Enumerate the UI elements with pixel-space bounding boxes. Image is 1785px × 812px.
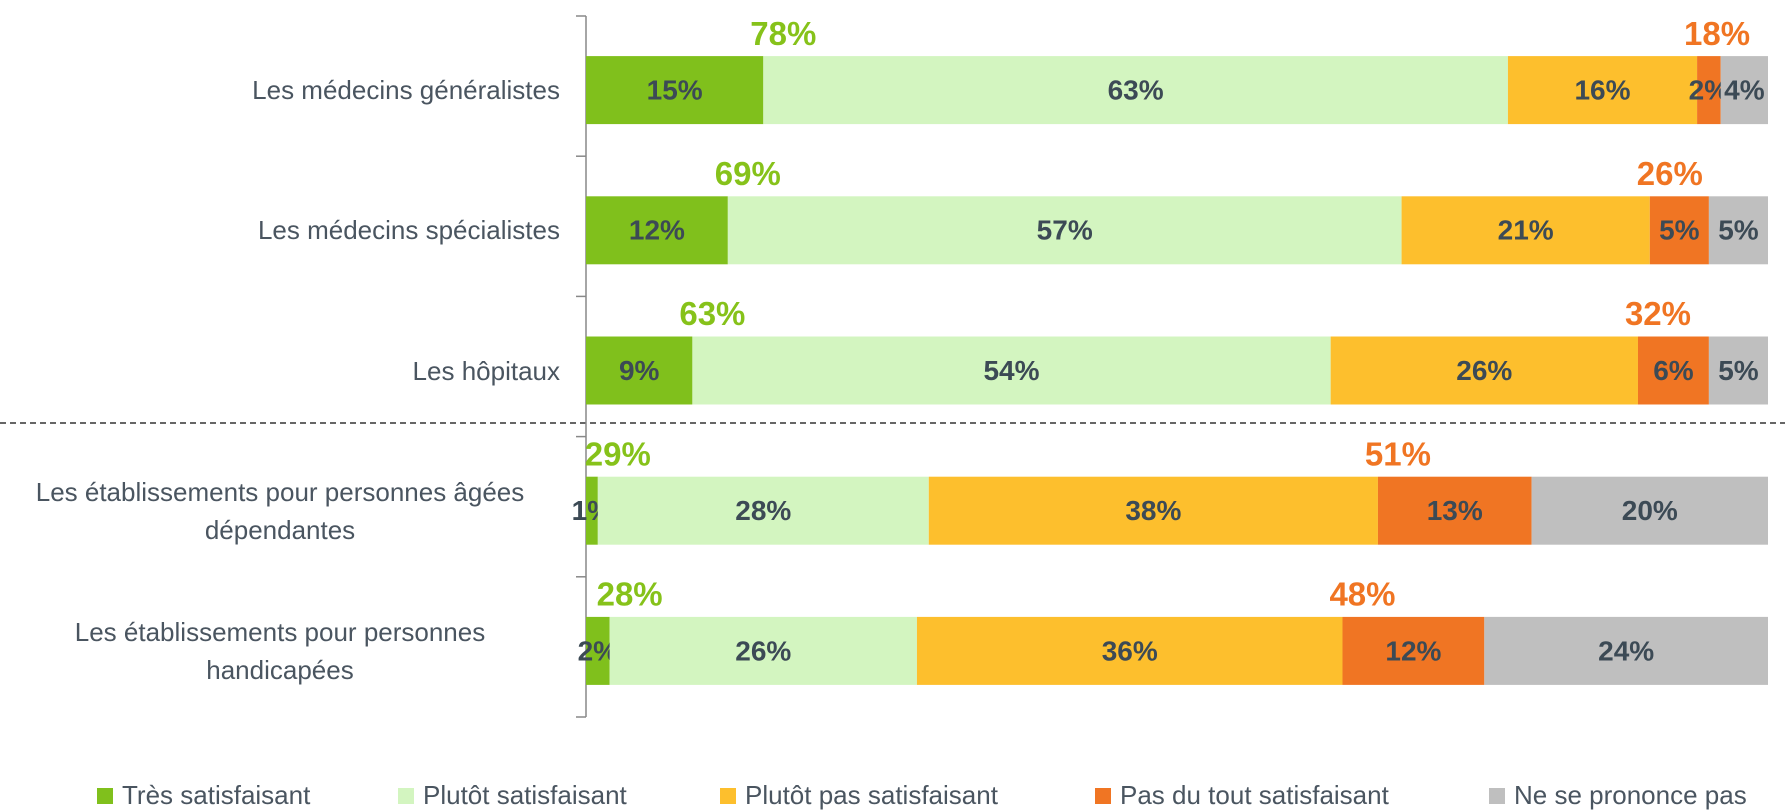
bar-label: 57% [1037,215,1093,246]
bar-segment [1708,196,1768,265]
category-label: Les hôpitaux [412,355,560,386]
bar-segment [928,476,1378,545]
legend-swatch [398,788,414,804]
bar-segment [1697,56,1721,125]
bar-label: 26% [1456,355,1512,386]
bar-label: 5% [1718,215,1759,246]
unsatisfied-total: 32% [1625,295,1691,332]
bar-label: 16% [1574,74,1630,105]
bar-label: 21% [1498,215,1554,246]
legend-swatch [720,788,736,804]
bar-label: 12% [1385,635,1441,666]
bar-label: 28% [735,495,791,526]
bar-segment [609,616,917,685]
bar-label: 5% [1659,215,1700,246]
legend-swatch [97,788,113,804]
unsatisfied-total: 48% [1329,576,1395,613]
bar-label: 12% [629,215,685,246]
legend-label: Plutôt pas satisfaisant [745,780,999,810]
category-label-box: Les hôpitaux [0,352,560,390]
legend-label: Plutôt satisfaisant [423,780,628,810]
satisfied-total: 78% [750,15,816,52]
category-label-box: Les établissements pour personnes âgées … [0,473,560,549]
bar-segment [1708,336,1768,405]
bar-label: 4% [1724,74,1765,105]
category-label-box: Les médecins généralistes [0,71,560,109]
bar-segment [763,56,1508,125]
bar-segment [586,476,598,545]
bar-label: 54% [983,355,1039,386]
bar-label: 36% [1102,635,1158,666]
bar-label: 24% [1598,635,1654,666]
unsatisfied-total: 26% [1637,155,1703,192]
category-label: Les médecins généralistes [252,75,560,106]
bar-segment [586,196,728,265]
bar-segment [1484,616,1768,685]
bar-label: 6% [1653,355,1694,386]
bar-segment [586,56,764,125]
legend-label: Très satisfaisant [122,780,311,810]
bar-segment [1531,476,1768,545]
bar-segment [916,616,1343,685]
bar-segment [692,336,1331,405]
bar-segment [1720,56,1768,125]
satisfied-total: 29% [585,435,651,472]
bar-label: 13% [1427,495,1483,526]
satisfied-total: 69% [715,155,781,192]
bar-label: 15% [647,74,703,105]
unsatisfied-total: 51% [1365,435,1431,472]
bar-segment [727,196,1402,265]
legend-swatch [1095,788,1111,804]
bar-segment [1649,196,1709,265]
category-label-box: Les établissements pour personnes handic… [0,613,560,689]
bar-label: 9% [619,355,660,386]
bar-segment [1401,196,1650,265]
category-label: Les établissements pour personnes âgées … [35,476,525,545]
bar-segment [1342,616,1485,685]
bar-label: 63% [1108,74,1164,105]
satisfied-total: 28% [597,576,663,613]
bar-segment [597,476,929,545]
legend-label: Ne se prononce pas [1514,780,1747,810]
legend-swatch [1489,788,1505,804]
category-label: Les établissements pour personnes handic… [74,616,486,685]
category-label: Les médecins spécialistes [257,215,560,246]
bar-label: 20% [1622,495,1678,526]
bar-segment [1377,476,1532,545]
bar-label: 26% [735,635,791,666]
bar-label: 5% [1718,355,1759,386]
bar-segment [1330,336,1638,405]
bar-label: 38% [1125,495,1181,526]
bar-segment [586,616,610,685]
legend-label: Pas du tout satisfaisant [1120,780,1390,810]
bar-segment [586,336,693,405]
unsatisfied-total: 18% [1684,15,1750,52]
bar-segment [1507,56,1698,125]
category-label-box: Les médecins spécialistes [0,211,560,249]
bar-segment [1637,336,1709,405]
satisfied-total: 63% [679,295,745,332]
